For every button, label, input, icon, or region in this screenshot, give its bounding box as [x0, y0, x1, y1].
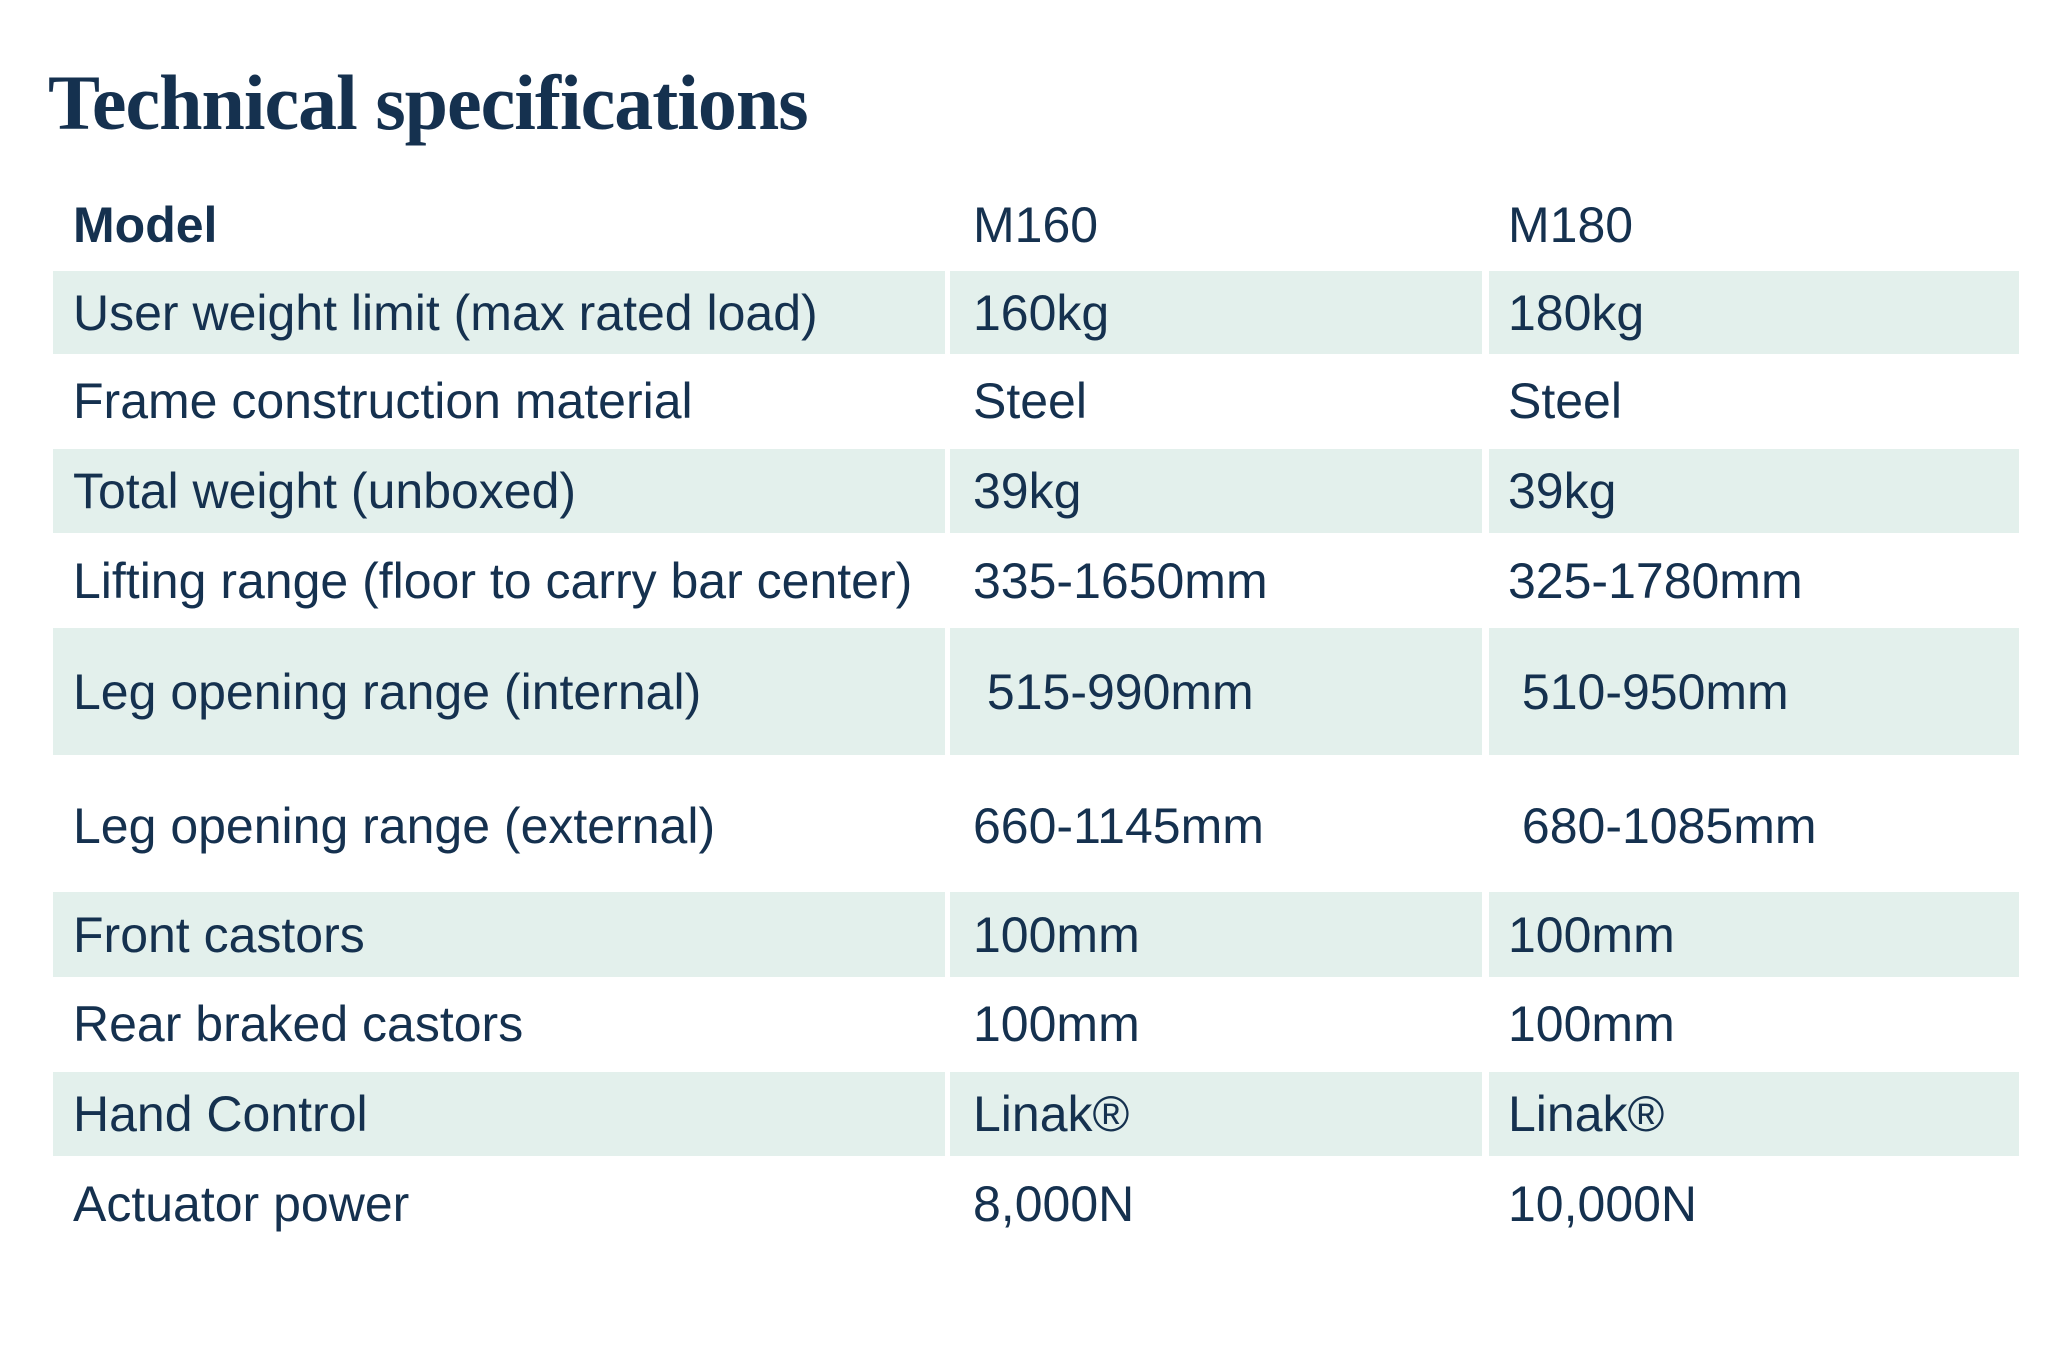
spec-value: Steel — [1508, 373, 1622, 429]
spec-value: 660-1145mm — [973, 798, 1264, 854]
row-label: Leg opening range (external) — [73, 798, 716, 854]
row-label: User weight limit (max rated load) — [53, 271, 945, 354]
header-cell: M160 — [973, 197, 1099, 253]
spec-value: 100mm — [973, 996, 1140, 1052]
row-label: Lifting range (floor to carry bar center… — [73, 552, 913, 609]
spec-value: 325-1780mm — [1508, 552, 1803, 609]
spec-value: 180kg — [1489, 271, 2019, 354]
row-label: Leg opening range (internal) — [53, 628, 945, 755]
spec-value: Steel — [973, 373, 1087, 429]
spec-value: Linak® — [950, 1072, 1482, 1156]
row-label: Rear braked castors — [73, 996, 524, 1052]
spec-value: 39kg — [950, 449, 1482, 533]
header-cell: M180 — [1508, 197, 1634, 253]
page-title: Technical specifications — [48, 59, 809, 146]
row-label: Hand Control — [53, 1072, 945, 1156]
spec-value: 10,000N — [1508, 1175, 1698, 1232]
header-cell: Model — [73, 197, 218, 253]
row-label: Actuator power — [73, 1175, 410, 1232]
spec-value: Linak® — [1489, 1072, 2019, 1156]
spec-value: 100mm — [950, 892, 1482, 977]
row-label: Front castors — [53, 892, 945, 977]
spec-value: 335-1650mm — [973, 552, 1268, 609]
spec-value: 100mm — [1508, 996, 1675, 1052]
spec-value: 515-990mm — [950, 628, 1482, 755]
spec-value: 8,000N — [973, 1175, 1135, 1232]
row-label: Total weight (unboxed) — [53, 449, 945, 533]
spec-value: 100mm — [1489, 892, 2019, 977]
spec-value: 510-950mm — [1489, 628, 2019, 755]
spec-value: 680-1085mm — [1508, 798, 1817, 854]
spec-value: 39kg — [1489, 449, 2019, 533]
spec-value: 160kg — [950, 271, 1482, 354]
row-label: Frame construction material — [73, 373, 693, 429]
